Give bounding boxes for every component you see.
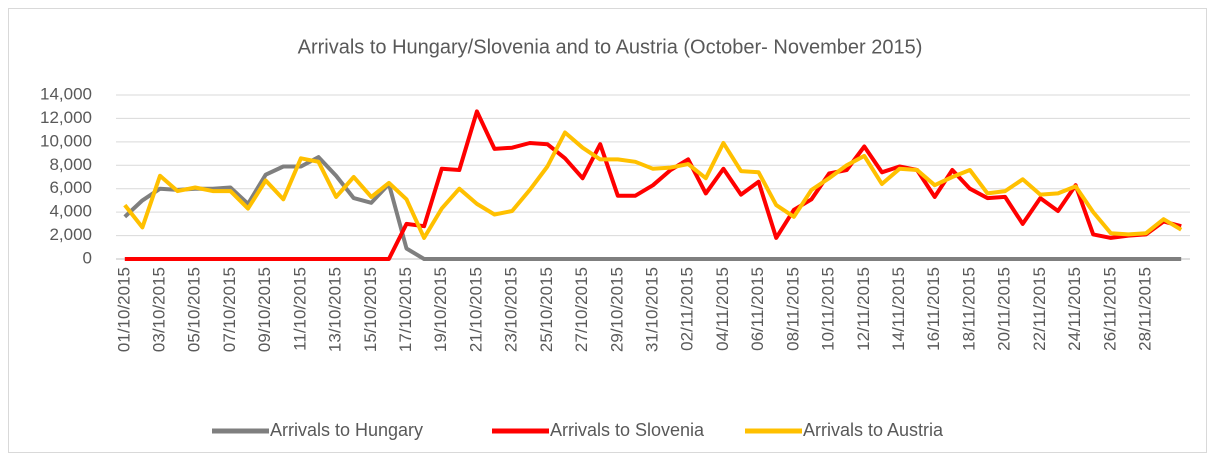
x-tick-label: 10/11/2015 bbox=[819, 267, 838, 351]
x-tick-label: 24/11/2015 bbox=[1065, 267, 1084, 351]
y-tick-label: 4,000 bbox=[49, 202, 92, 221]
x-tick-label: 20/11/2015 bbox=[995, 267, 1014, 351]
x-tick-label: 03/10/2015 bbox=[150, 267, 169, 352]
x-tick-label: 04/11/2015 bbox=[713, 267, 732, 351]
x-tick-label: 21/10/2015 bbox=[466, 267, 485, 352]
x-tick-label: 25/10/2015 bbox=[537, 267, 556, 352]
x-tick-label: 09/10/2015 bbox=[255, 267, 274, 352]
x-tick-label: 16/11/2015 bbox=[924, 267, 943, 351]
y-tick-label: 0 bbox=[83, 248, 92, 267]
x-tick-label: 22/11/2015 bbox=[1030, 267, 1049, 351]
x-tick-label: 06/11/2015 bbox=[748, 267, 767, 351]
series-line bbox=[123, 155, 1182, 261]
x-tick-label: 28/11/2015 bbox=[1135, 267, 1154, 351]
y-tick-label: 12,000 bbox=[40, 108, 92, 127]
x-tick-label: 08/11/2015 bbox=[783, 267, 802, 351]
series-line bbox=[124, 109, 1182, 261]
x-tick-label: 15/10/2015 bbox=[361, 267, 380, 352]
x-tick-label: 12/11/2015 bbox=[854, 267, 873, 351]
legend-label: Arrivals to Hungary bbox=[270, 420, 423, 440]
y-tick-label: 14,000 bbox=[40, 84, 92, 103]
x-tick-label: 17/10/2015 bbox=[396, 267, 415, 352]
y-tick-label: 2,000 bbox=[49, 225, 92, 244]
x-tick-label: 13/10/2015 bbox=[326, 267, 345, 352]
x-tick-label: 07/10/2015 bbox=[220, 267, 239, 352]
y-tick-label: 8,000 bbox=[49, 155, 92, 174]
chart-title: Arrivals to Hungary/Slovenia and to Aust… bbox=[298, 36, 923, 58]
legend-label: Arrivals to Austria bbox=[803, 420, 944, 440]
x-tick-label: 29/10/2015 bbox=[607, 267, 626, 352]
series-line bbox=[123, 130, 1183, 240]
x-tick-label: 31/10/2015 bbox=[642, 267, 661, 352]
y-tick-label: 6,000 bbox=[49, 178, 92, 197]
x-tick-label: 26/11/2015 bbox=[1100, 267, 1119, 351]
x-tick-label: 02/11/2015 bbox=[678, 267, 697, 351]
x-tick-label: 11/10/2015 bbox=[290, 267, 309, 351]
x-tick-label: 23/10/2015 bbox=[502, 267, 521, 352]
legend-label: Arrivals to Slovenia bbox=[550, 420, 705, 440]
x-tick-label: 18/11/2015 bbox=[959, 267, 978, 351]
chart-border bbox=[8, 8, 1207, 453]
x-tick-label: 01/10/2015 bbox=[114, 267, 133, 352]
x-tick-label: 14/11/2015 bbox=[889, 267, 908, 351]
y-tick-label: 10,000 bbox=[40, 131, 92, 150]
x-tick-label: 19/10/2015 bbox=[431, 267, 450, 352]
x-tick-label: 05/10/2015 bbox=[185, 267, 204, 352]
x-tick-label: 27/10/2015 bbox=[572, 267, 591, 352]
